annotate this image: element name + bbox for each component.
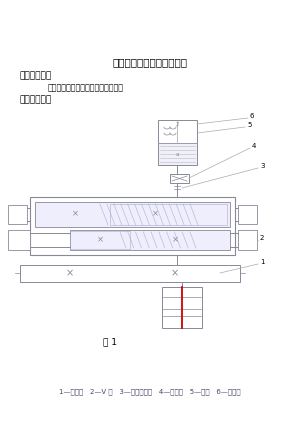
Text: ×: ×	[71, 209, 79, 218]
Bar	[8, 205, 27, 224]
Bar	[238, 205, 257, 224]
Bar	[8, 230, 30, 250]
Text: 热处理车间零件输送设备的传动装置: 热处理车间零件输送设备的传动装置	[48, 84, 124, 92]
Bar	[158, 120, 197, 143]
Bar	[170, 174, 189, 183]
Text: 一、设计题目: 一、设计题目	[20, 72, 52, 81]
Text: 1: 1	[260, 259, 265, 265]
Text: ×: ×	[171, 268, 179, 278]
Text: ×: ×	[152, 209, 158, 218]
Text: 图 1: 图 1	[103, 338, 117, 346]
Text: 4: 4	[252, 143, 256, 149]
Bar	[162, 287, 202, 328]
Text: ×: ×	[172, 235, 178, 245]
Text: 5: 5	[247, 122, 251, 128]
Bar	[158, 143, 197, 165]
Bar	[35, 202, 230, 227]
Text: ×: ×	[97, 235, 104, 245]
Bar	[30, 197, 235, 255]
Bar	[20, 265, 240, 282]
Text: 2: 2	[260, 235, 264, 241]
Text: 2: 2	[176, 122, 179, 126]
Bar	[110, 204, 227, 225]
Text: 二、运动简图: 二、运动简图	[20, 95, 52, 104]
Bar	[238, 230, 257, 250]
Text: a: a	[176, 151, 179, 156]
Bar	[70, 230, 230, 250]
Bar	[70, 231, 130, 249]
Text: 6: 6	[250, 113, 254, 119]
Text: ×: ×	[66, 268, 74, 278]
Text: 3: 3	[260, 163, 265, 169]
Text: 1—电动机   2—V 带   3—齿轮减速器   4—联轴器   5—滚筒   6—输送带: 1—电动机 2—V 带 3—齿轮减速器 4—联轴器 5—滚筒 6—输送带	[59, 389, 241, 395]
Text: 机械设计课程设计原始资料: 机械设计课程设计原始资料	[112, 57, 188, 67]
